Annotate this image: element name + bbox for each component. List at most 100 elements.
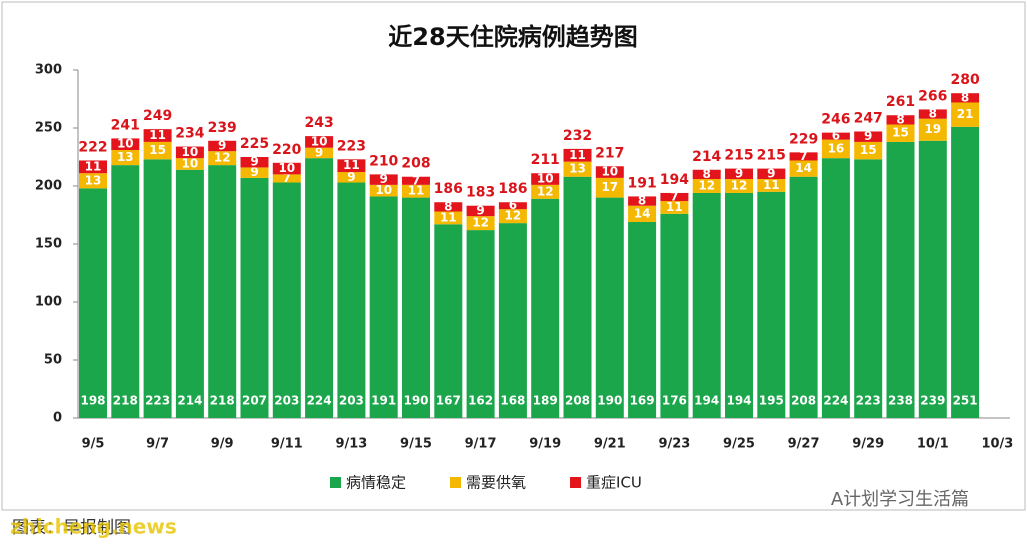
bar-segment <box>595 177 624 198</box>
bar-segment <box>660 201 689 214</box>
bar-segment <box>854 141 883 160</box>
segment-label: 194 <box>694 394 719 408</box>
segment-label: 9 <box>250 165 258 179</box>
segment-label: 224 <box>307 394 332 408</box>
segment-label: 9 <box>315 145 323 159</box>
segment-label: 6 <box>832 129 840 143</box>
segment-label: 10 <box>182 156 199 170</box>
bar-segment <box>337 159 366 173</box>
segment-label: 169 <box>630 394 655 408</box>
x-tick-label: 9/23 <box>658 437 690 452</box>
total-label: 191 <box>627 175 656 191</box>
bar-segment <box>951 126 980 418</box>
bar-segment <box>143 141 172 160</box>
segment-label: 7 <box>283 171 291 185</box>
total-label: 225 <box>240 136 269 152</box>
bar-segment <box>951 93 980 103</box>
y-tick-label: 100 <box>35 295 62 310</box>
segment-label: 191 <box>371 394 396 408</box>
y-tick-label: 200 <box>35 179 62 194</box>
chart-title: 近28天住院病例趋势图 <box>388 23 637 51</box>
bar-segment <box>498 209 527 224</box>
bar-segment <box>434 202 463 212</box>
segment-label: 203 <box>339 394 364 408</box>
bar-segment <box>208 165 237 418</box>
legend-label: 重症ICU <box>586 474 642 492</box>
bar-segment <box>369 174 398 185</box>
bar-segment <box>757 191 786 418</box>
segment-label: 15 <box>149 143 166 157</box>
bar-segment <box>143 129 172 142</box>
bar-segment <box>660 213 689 418</box>
total-label: 223 <box>337 138 366 154</box>
bar-segment <box>466 216 495 231</box>
segment-label: 12 <box>472 216 489 230</box>
watermark: A计划学习生活篇 <box>831 489 969 510</box>
segment-label: 9 <box>218 138 226 152</box>
bar-segment <box>757 179 786 192</box>
bar-segment <box>918 109 947 119</box>
segment-label: 8 <box>638 194 646 208</box>
segment-label: 11 <box>85 159 102 173</box>
bar-segment <box>79 160 107 174</box>
bar-segment <box>854 159 883 418</box>
segment-label: 13 <box>85 173 102 187</box>
bar-segment <box>692 192 721 418</box>
total-label: 194 <box>660 172 689 188</box>
segment-label: 8 <box>929 107 937 121</box>
segment-label: 9 <box>250 155 258 169</box>
bar-segment <box>628 196 657 206</box>
bar-segment <box>498 202 527 210</box>
segment-label: 11 <box>569 148 586 162</box>
segment-label: 13 <box>117 150 134 164</box>
bar-segment <box>692 179 721 193</box>
segment-label: 11 <box>666 200 683 214</box>
segment-label: 9 <box>476 203 484 217</box>
segment-label: 10 <box>537 172 554 186</box>
x-tick-label: 9/9 <box>211 437 234 452</box>
x-tick-label: 10/3 <box>981 437 1013 452</box>
bar-segment <box>79 173 107 189</box>
segment-label: 12 <box>698 179 715 193</box>
bar-segment <box>434 224 463 418</box>
segment-label: 223 <box>856 394 881 408</box>
bar-segment <box>918 140 947 418</box>
segment-label: 12 <box>537 184 554 198</box>
segment-label: 218 <box>210 394 235 408</box>
segment-label: 12 <box>214 151 231 165</box>
y-tick-label: 50 <box>44 353 62 368</box>
segment-label: 10 <box>182 145 199 159</box>
total-label: 246 <box>821 112 850 128</box>
segment-label: 15 <box>860 143 877 157</box>
x-tick-label: 9/11 <box>271 437 303 452</box>
segment-label: 11 <box>763 178 780 192</box>
segment-label: 208 <box>791 394 816 408</box>
bar-segment <box>272 182 301 418</box>
bar-segment <box>886 115 915 125</box>
bar-segment <box>725 168 753 180</box>
total-label: 234 <box>175 126 204 142</box>
segment-label: 218 <box>113 394 138 408</box>
bar-segment <box>402 197 430 418</box>
segment-label: 7 <box>799 149 807 163</box>
segment-label: 15 <box>892 126 909 140</box>
bar-segment <box>918 118 947 141</box>
total-label: 214 <box>692 149 721 165</box>
segment-label: 8 <box>961 90 969 104</box>
total-label: 266 <box>918 88 947 104</box>
segment-label: 208 <box>565 394 590 408</box>
bar-segment <box>821 158 850 418</box>
legend-swatch <box>450 477 462 488</box>
bar-segment <box>498 223 527 418</box>
bar-segment <box>757 168 786 180</box>
site-watermark: zhicheng.news <box>10 515 177 539</box>
segment-label: 8 <box>703 167 711 181</box>
y-tick-label: 0 <box>53 411 62 426</box>
segment-label: 167 <box>436 394 461 408</box>
segment-label: 195 <box>759 394 784 408</box>
bar-segment <box>305 147 334 159</box>
bar-segment <box>531 184 560 199</box>
x-tick-label: 9/5 <box>82 437 105 452</box>
total-label: 249 <box>143 108 172 124</box>
segment-label: 239 <box>920 394 945 408</box>
